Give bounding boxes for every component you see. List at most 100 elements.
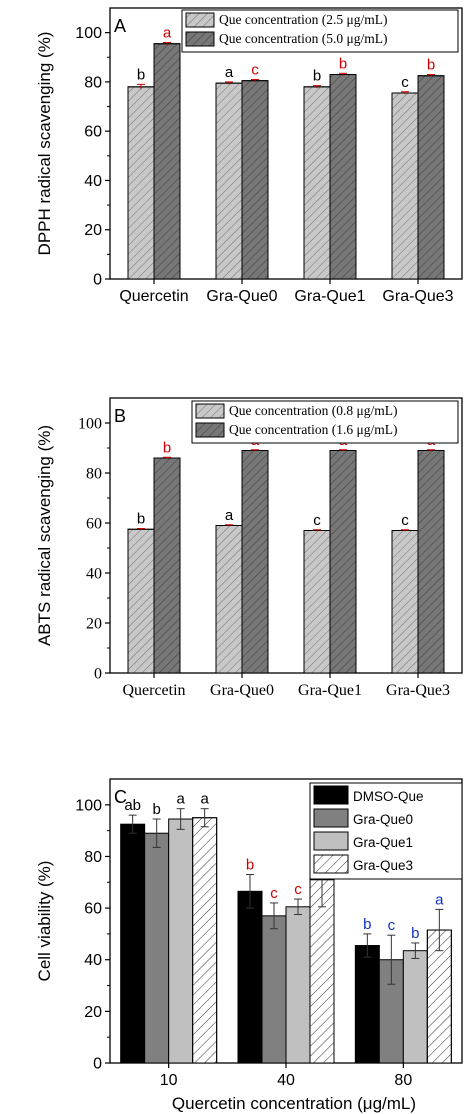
panel-letter: B [114, 406, 126, 426]
bar-hatch [241, 80, 269, 280]
significance-letter: b [152, 801, 160, 818]
y-tick-label: 80 [84, 849, 102, 866]
y-tick-label: 0 [94, 666, 102, 683]
y-tick-label: 0 [93, 272, 102, 289]
legend-swatch-hatch [195, 403, 225, 419]
x-tick-label: 80 [394, 1072, 412, 1089]
panel-letter: C [114, 787, 127, 807]
bar-hatch [127, 528, 155, 674]
bar [237, 890, 263, 1064]
significance-letter: c [313, 512, 321, 529]
bar-hatch [303, 530, 331, 674]
significance-letter: a [435, 891, 444, 908]
bar-hatch [329, 450, 357, 674]
panel-a-chart: 0 20 40 60 80 100 DPPH radical scavenging (%) A… [35, 7, 463, 305]
bar-hatch [153, 457, 181, 674]
bar-hatch [329, 74, 357, 280]
bar-hatch [192, 817, 218, 1064]
legend-label: Gra-Que0 [353, 812, 413, 827]
bar-hatch [417, 450, 445, 674]
y-tick-label: 100 [75, 797, 102, 814]
significance-letter: c [270, 885, 278, 902]
significance-letter: c [251, 61, 259, 78]
bar [285, 906, 311, 1064]
bar [120, 823, 146, 1064]
significance-letter: b [163, 439, 171, 456]
legend-label: Gra-Que1 [353, 835, 413, 850]
panel-letter: A [114, 16, 126, 36]
bar-hatch [391, 530, 419, 674]
bar-hatch [215, 525, 243, 674]
legend-label: DMSO-Que [353, 789, 424, 804]
bar-hatch [153, 43, 181, 280]
x-axis-label: Quercetin concentration (μg/mL) [172, 1094, 416, 1113]
x-tick-label: Quercetin [122, 682, 185, 699]
legend-swatch-hatch [185, 12, 215, 28]
bar-hatch [391, 92, 419, 280]
significance-letter: a [176, 791, 185, 808]
bar-hatch [215, 82, 243, 280]
bar [402, 950, 428, 1064]
bar-hatch [127, 86, 155, 280]
legend-swatch-hatch [195, 422, 225, 438]
significance-letter: b [363, 916, 371, 933]
y-tick-label: 40 [84, 952, 102, 969]
significance-letter: b [137, 511, 145, 528]
significance-letter: a [163, 24, 172, 41]
legend-box [181, 9, 459, 53]
y-tick-label: 60 [84, 901, 102, 918]
y-tick-label: 0 [93, 1056, 102, 1073]
legend-label: Gra-Que3 [353, 858, 413, 873]
x-tick-label: Gra-Que3 [386, 682, 450, 699]
x-tick-label: Gra-Que1 [294, 288, 365, 305]
significance-letter: b [313, 68, 321, 85]
x-tick-label: Gra-Que3 [382, 288, 453, 305]
significance-letter: c [401, 512, 409, 529]
legend-swatch-hatch [313, 854, 349, 874]
bar [144, 832, 170, 1064]
significance-letter: b [339, 55, 347, 72]
x-tick-label: Gra-Que1 [298, 682, 362, 699]
bar-hatch [303, 86, 331, 280]
y-tick-label: 20 [84, 1004, 102, 1021]
y-axis-label: Cell viability (%) [35, 861, 54, 982]
y-tick-label: 80 [84, 74, 102, 91]
y-tick-label: 60 [84, 124, 102, 141]
bar-hatch [241, 450, 269, 674]
x-tick-label: 10 [160, 1072, 178, 1089]
significance-letter: b [427, 57, 435, 74]
y-tick-label: 100 [75, 25, 102, 42]
legend-swatch [313, 831, 349, 851]
legend-swatch [313, 808, 349, 828]
significance-letter: c [388, 917, 396, 934]
significance-letter: c [294, 881, 302, 898]
significance-letter: ab [124, 797, 141, 814]
panel-b-chart: 0 20 40 60 80 100 ABTS radical scavenging (%) B… [35, 397, 463, 699]
y-tick-label: 60 [86, 516, 102, 533]
y-axis-label: ABTS radical scavenging (%) [35, 425, 54, 646]
y-tick-label: 100 [78, 416, 102, 433]
bar-hatch [426, 929, 452, 1064]
y-tick-label: 40 [86, 566, 102, 583]
y-tick-label: 20 [84, 222, 102, 239]
y-tick-label: 20 [86, 616, 102, 633]
legend-box [191, 400, 459, 444]
plot-frame [109, 7, 463, 280]
bar [168, 818, 194, 1064]
legend-label: Que concentration (1.6 μg/mL) [229, 422, 397, 437]
x-tick-label: Gra-Que0 [210, 682, 274, 699]
y-tick-label: 40 [84, 173, 102, 190]
legend-label: Que concentration (5.0 μg/mL) [219, 31, 387, 46]
bar [354, 945, 380, 1064]
x-tick-label: 40 [277, 1072, 295, 1089]
x-tick-label: Gra-Que0 [206, 288, 277, 305]
bar-hatch [417, 75, 445, 280]
y-axis-label: DPPH radical scavenging (%) [35, 32, 54, 256]
legend-label: Que concentration (2.5 μg/mL) [219, 12, 387, 27]
bar [261, 915, 287, 1064]
panel-c-chart: 0 20 40 60 80 100 Cell viability (%) Quercetin … [35, 778, 463, 1113]
significance-letter: b [246, 857, 254, 874]
y-tick-label: 80 [86, 466, 102, 483]
significance-letter: a [225, 64, 234, 81]
